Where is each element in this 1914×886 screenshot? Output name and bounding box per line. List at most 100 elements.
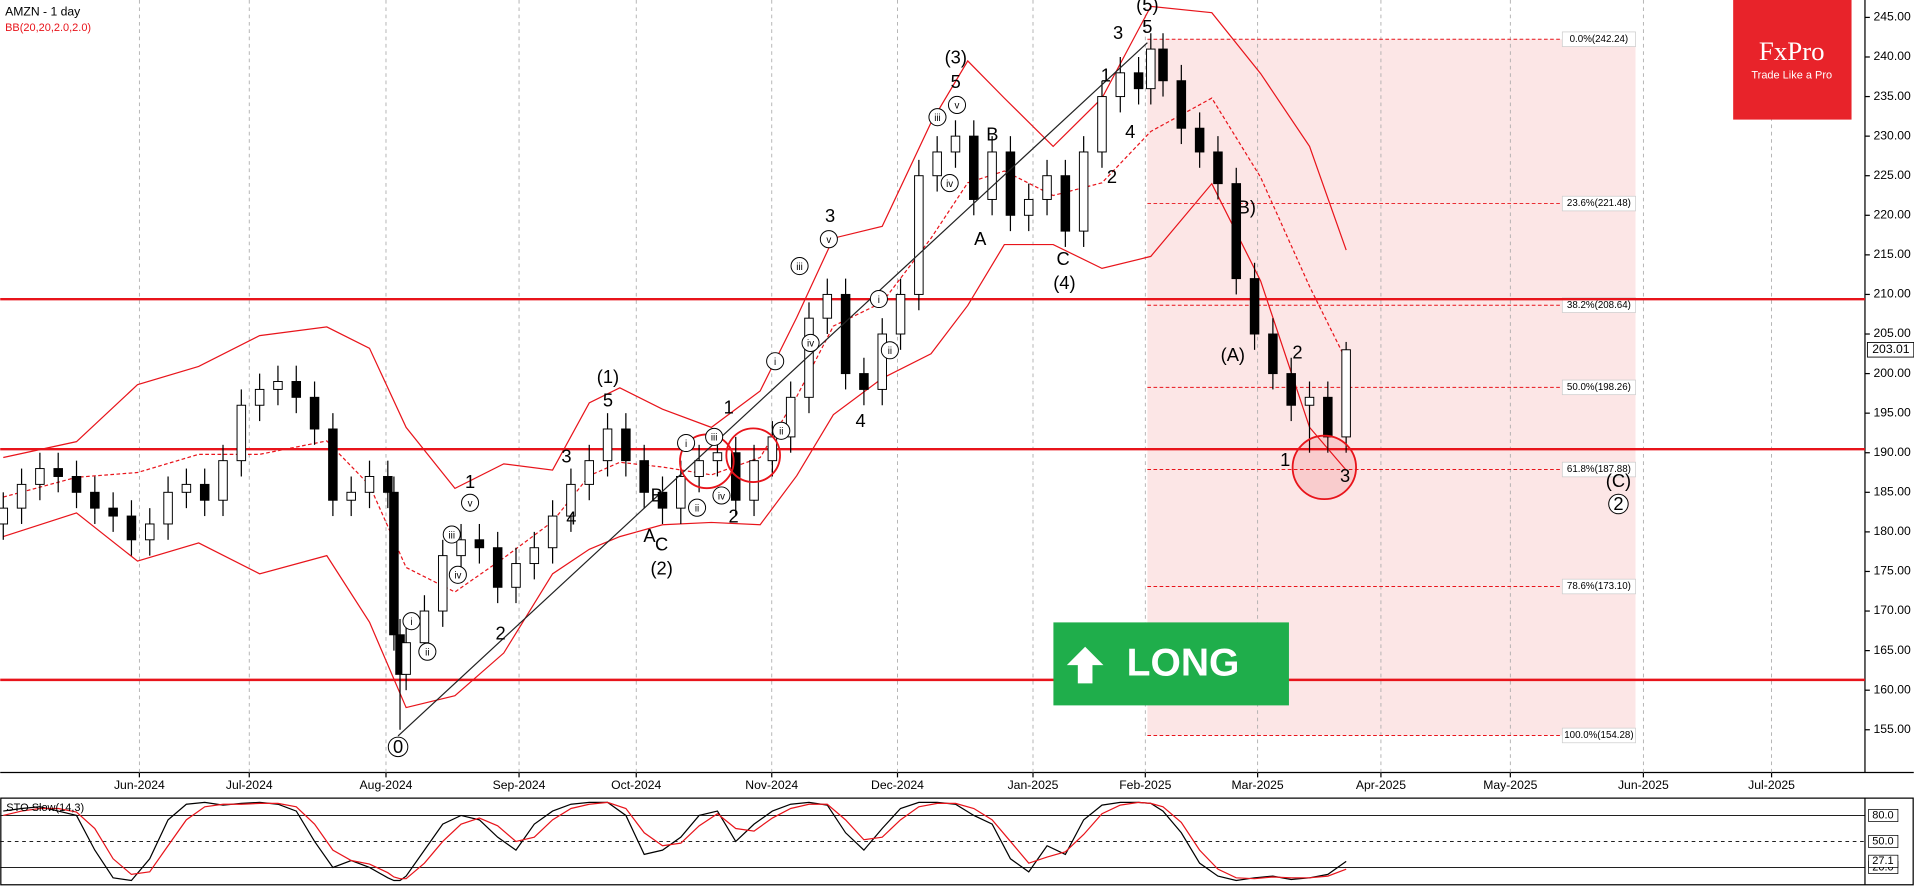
y-tick-label: 225.00 — [1874, 168, 1911, 182]
candle-body — [657, 491, 668, 509]
wave-label: 2 — [1613, 493, 1623, 514]
wave-label: 1 — [724, 397, 734, 418]
wave-label: 2 — [1107, 166, 1117, 187]
candle — [694, 444, 704, 493]
wave-label: 1 — [1101, 65, 1111, 86]
wave-label: iv — [946, 179, 953, 190]
wave-label: iv — [454, 571, 461, 582]
candle-body — [950, 135, 961, 153]
candle — [0, 492, 9, 540]
candle-body — [181, 483, 192, 493]
plot-layer: 203.01 — [0, 5, 1914, 882]
wave-circle — [766, 352, 785, 371]
candle-body — [236, 404, 247, 462]
wave-label: 5 — [1142, 16, 1152, 37]
fib-label-box — [1561, 461, 1636, 478]
candle-body — [1005, 151, 1016, 216]
candle-body — [273, 381, 283, 390]
wave-circle — [387, 736, 409, 758]
wave-label: 1 — [465, 471, 475, 492]
highlight-circle — [1291, 434, 1357, 501]
wave-label: A — [643, 525, 656, 546]
trend-line — [397, 42, 1148, 737]
y-tick-label: 170.00 — [1874, 603, 1911, 617]
fib-label: 50.0%(198.26) — [1567, 382, 1631, 393]
candle-body — [639, 460, 649, 493]
candle-body — [346, 491, 356, 501]
candle — [108, 492, 118, 532]
candle-body — [1023, 198, 1034, 216]
x-tick-label: Jun-2024 — [114, 778, 165, 792]
wave-label: ii — [888, 346, 892, 357]
candle-body — [877, 333, 887, 390]
wave-circle — [880, 341, 899, 360]
y-tick-label: 195.00 — [1874, 405, 1911, 419]
candle-body — [566, 483, 576, 517]
candle — [309, 381, 320, 445]
candle — [492, 531, 503, 604]
wave-label: 5 — [951, 71, 961, 92]
candle-body — [108, 507, 118, 517]
wave-label: (A) — [1221, 344, 1245, 365]
candle — [1341, 341, 1351, 453]
candle-body — [804, 317, 814, 398]
candle — [602, 413, 613, 477]
x-tick-label: Feb-2025 — [1119, 778, 1171, 792]
y-tick-label: 200.00 — [1874, 366, 1911, 380]
y-tick-label: 190.00 — [1874, 445, 1911, 459]
y-tick-label: 205.00 — [1874, 326, 1911, 340]
y-tick-label: 175.00 — [1874, 564, 1911, 578]
candle-body — [126, 515, 137, 541]
candle-body — [1323, 396, 1333, 438]
candle-body — [0, 507, 9, 525]
indicator-label: BB(20,20,2.0,2.0) — [5, 22, 91, 34]
wave-circle — [819, 230, 838, 249]
candle-body — [456, 539, 466, 557]
candle — [859, 357, 869, 406]
candle-body — [676, 475, 686, 509]
bollinger-lower — [3, 182, 1347, 709]
candle — [1158, 33, 1168, 97]
fib-label: 61.8%(187.88) — [1567, 464, 1631, 475]
candle — [35, 452, 45, 501]
candle-body — [602, 428, 613, 462]
candle-body — [53, 468, 63, 477]
candle-body — [859, 373, 869, 390]
candle — [1060, 159, 1071, 247]
x-tick-label: May-2025 — [1483, 778, 1537, 792]
wave-label: 3 — [1340, 465, 1350, 486]
candle-body — [1133, 72, 1144, 90]
sto-line — [3, 801, 1347, 880]
candle — [163, 476, 173, 540]
candle — [1304, 381, 1315, 453]
candle-body — [1341, 349, 1351, 438]
fib-label: 0.0%(242.24) — [1570, 34, 1629, 45]
candle-body — [383, 475, 393, 493]
fib-label-box — [1561, 727, 1636, 744]
wave-label: iv — [718, 491, 725, 502]
last-price-label: 203.01 — [1872, 342, 1909, 356]
chart-title: AMZN - 1 day — [5, 4, 81, 18]
wave-label: iii — [711, 433, 718, 444]
candle — [53, 452, 63, 493]
wave-label: iii — [449, 530, 455, 541]
y-tick-label: 160.00 — [1874, 682, 1911, 696]
candle-body — [712, 452, 723, 462]
wave-label: 0 — [393, 736, 403, 757]
candle — [145, 508, 155, 556]
candle — [657, 476, 668, 524]
candle-body — [71, 475, 82, 493]
y-tick-label: 180.00 — [1874, 524, 1911, 538]
candle — [1213, 136, 1223, 200]
x-tick-label: Sep-2024 — [493, 778, 546, 792]
x-tick-label: Mar-2025 — [1232, 778, 1284, 792]
signal-badge: LONG — [1053, 622, 1289, 706]
highlight-circle — [725, 427, 781, 483]
wave-label: iii — [796, 262, 803, 273]
candle — [346, 476, 356, 517]
wave-label: iv — [807, 339, 814, 350]
wave-label: 4 — [566, 508, 576, 529]
candle-body — [90, 491, 100, 509]
wave-label: v — [826, 235, 831, 246]
